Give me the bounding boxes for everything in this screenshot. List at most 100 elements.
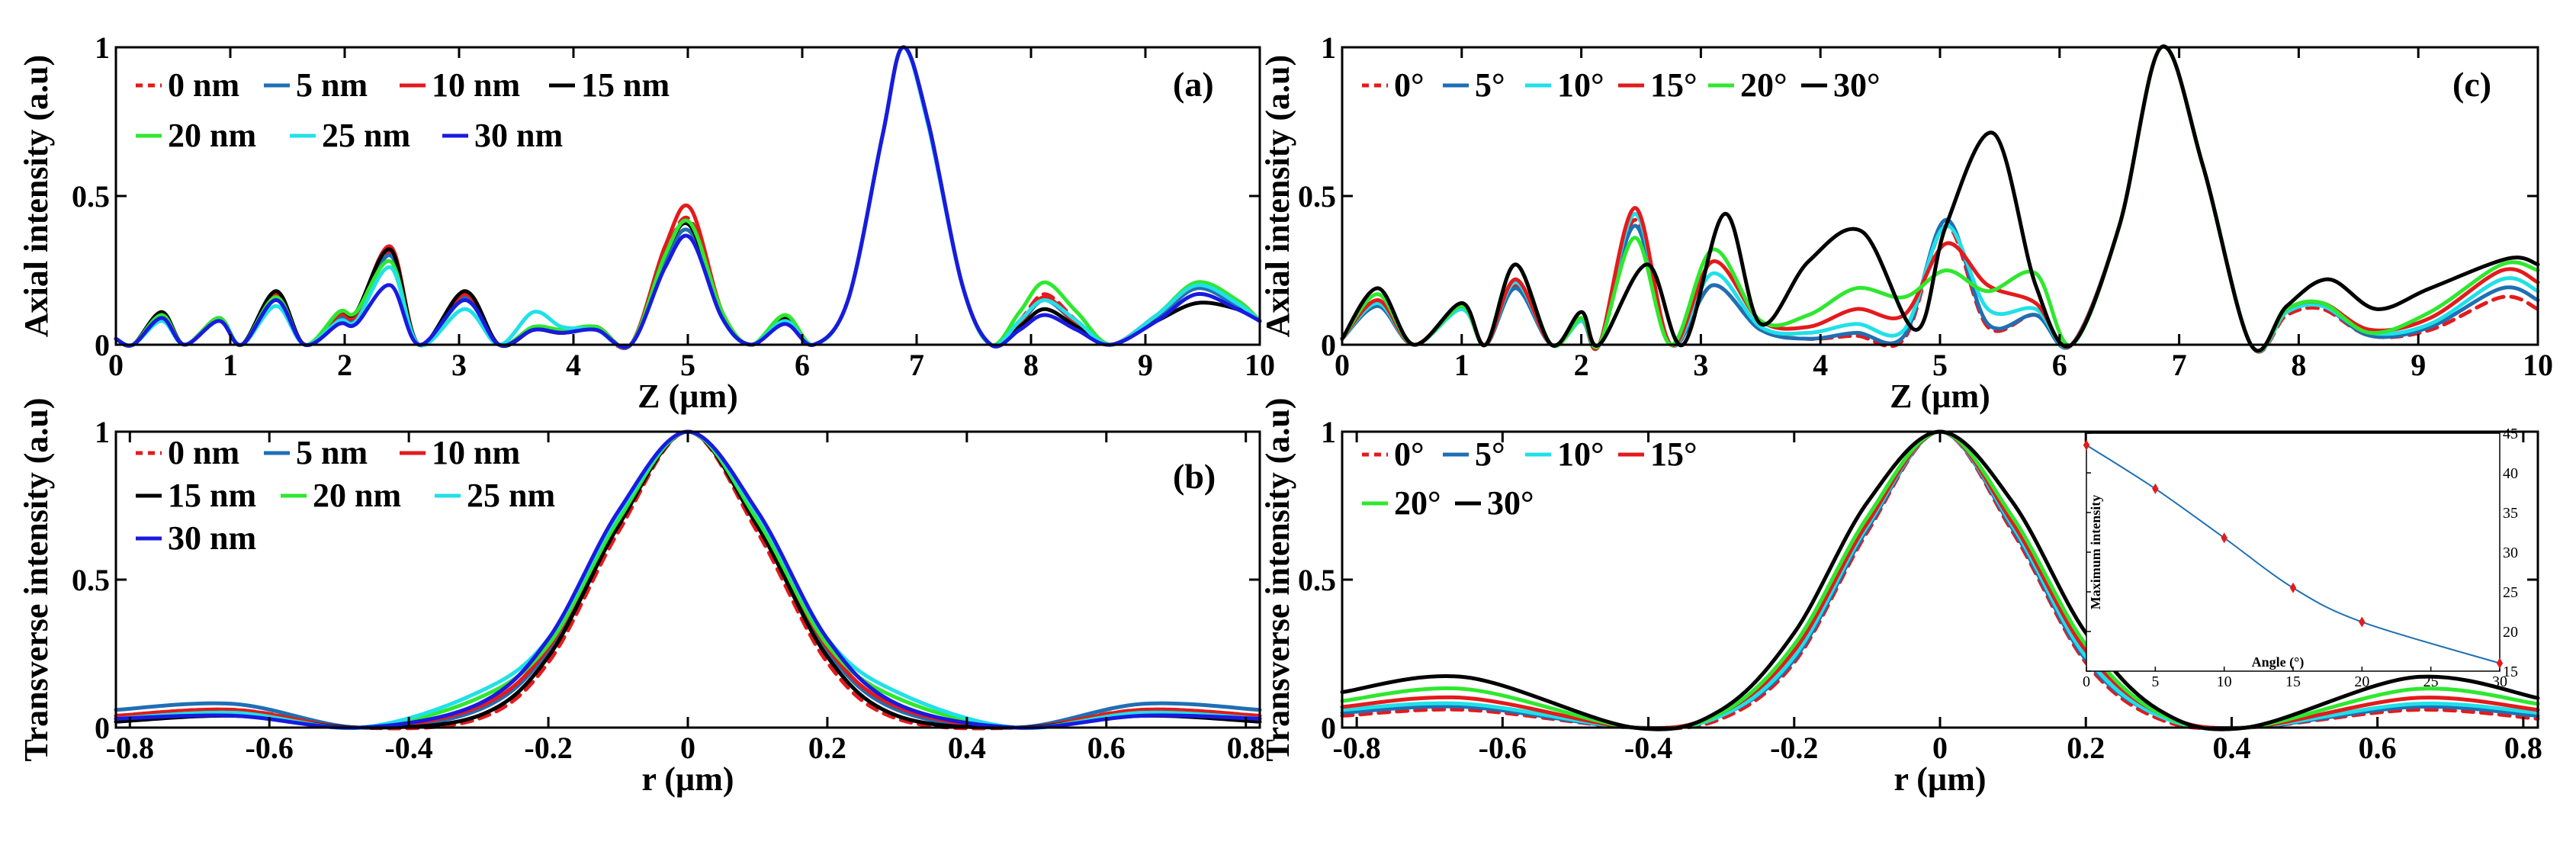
x-tick-label-a-1: 1: [223, 348, 238, 382]
series-line-a-5: [114, 45, 1262, 349]
x-tick-label-a-4: 4: [566, 348, 581, 382]
x-tick-label-d-3: -0.2: [1770, 731, 1818, 765]
x-tick-label-a-0: 0: [108, 348, 124, 382]
y-tick-label-c-2: 1: [1321, 31, 1336, 65]
x-tick-label-d-6: 0.4: [2212, 731, 2250, 765]
inset-marker-0: [2083, 439, 2090, 451]
x-tick-label-b-1: -0.6: [246, 731, 294, 765]
legend-label-d-0: 0°: [1394, 435, 1425, 473]
x-tick-label-c-4: 4: [1813, 348, 1828, 382]
y-tick-label-d-1: 0.5: [1298, 563, 1336, 597]
legend-label-a-4: 20 nm: [168, 117, 256, 154]
series-line-b-5: [114, 429, 1262, 731]
x-tick-label-b-5: 0.2: [808, 731, 846, 765]
legend-label-c-3: 15°: [1650, 66, 1698, 104]
x-tick-label-b-7: 0.6: [1087, 731, 1126, 765]
panel-label-a: (a): [1173, 65, 1214, 104]
legend-a: 0 nm 5 nm 10 nm 15 nm 20 nm 25 nm 30 nm: [136, 66, 670, 154]
legend-label-b-6: 30 nm: [168, 519, 256, 557]
panel-b: -0.8 -0.6 -0.4 -0.2 0 0.2 0.4 0.6 0.8 0 0.5 1 r (µm)…: [18, 397, 1265, 798]
legend-label-c-1: 5°: [1475, 66, 1505, 104]
inset-x-tick-label-4: 20: [2354, 673, 2369, 690]
x-axis-title-d: r (µm): [1893, 760, 1986, 798]
x-tick-label-b-4: 0: [680, 731, 695, 765]
y-tick-label-d-0: 0: [1321, 711, 1336, 745]
x-tick-label-c-1: 1: [1454, 348, 1469, 382]
legend-label-a-5: 25 nm: [322, 117, 410, 154]
x-tick-label-c-10: 10: [2523, 348, 2553, 382]
x-tick-label-b-3: -0.2: [524, 731, 572, 765]
x-tick-label-d-5: 0.2: [2067, 731, 2105, 765]
y-tick-label-c-1: 0.5: [1298, 179, 1336, 214]
x-tick-label-c-6: 6: [2052, 348, 2067, 382]
series-line-c-0: [1340, 44, 2540, 354]
series-line-c-1: [1340, 44, 2540, 353]
x-tick-label-a-9: 9: [1138, 348, 1153, 382]
series-line-a-4: [114, 45, 1262, 350]
legend-label-b-3: 15 nm: [168, 477, 256, 514]
inset-x-tick-label-5: 25: [2423, 673, 2439, 690]
inset-frame: [2086, 432, 2501, 672]
x-tick-label-d-8: 0.8: [2504, 731, 2542, 765]
inset-marker-1: [2152, 483, 2159, 494]
x-tick-label-b-0: -0.8: [106, 731, 154, 765]
legend-label-d-1: 5°: [1475, 435, 1505, 473]
x-tick-label-b-8: 0.8: [1227, 731, 1265, 765]
plot-frame-b: [114, 430, 1261, 729]
series-line-b-2: [114, 429, 1262, 730]
plot-frame-a: [114, 46, 1261, 346]
x-tick-label-a-10: 10: [1245, 348, 1275, 382]
x-axis-title-a: Z (µm): [638, 378, 738, 415]
legend-label-d-5: 30°: [1487, 484, 1534, 522]
inset-marker-3: [2289, 582, 2297, 593]
legend-label-b-2: 10 nm: [432, 434, 520, 471]
y-axis-title-a: Axial intensity (a.u): [18, 55, 55, 337]
panel-label-b: (b): [1173, 457, 1216, 496]
x-tick-label-b-6: 0.4: [948, 731, 986, 765]
legend-d: 0° 5° 10° 15° 20° 30°: [1362, 435, 1698, 522]
inset-y-axis-title: Maximum intensity: [2088, 495, 2103, 610]
legend-label-a-2: 10 nm: [432, 66, 520, 104]
x-tick-label-d-0: -0.8: [1332, 731, 1380, 765]
y-tick-label-b-0: 0: [95, 711, 110, 745]
legend-label-a-3: 15 nm: [581, 66, 670, 104]
legend-label-a-0: 0 nm: [168, 66, 239, 104]
x-tick-label-c-2: 2: [1574, 348, 1589, 382]
panel-c: 0 1 2 3 4 5 6 7 8 9 10 0 0.5 1 Z (µm) Axial intensity (…: [1259, 31, 2553, 415]
legend-label-c-0: 0°: [1394, 66, 1425, 104]
y-tick-label-a-0: 0: [95, 328, 110, 362]
y-tick-label-a-2: 1: [95, 31, 110, 65]
legend-label-a-1: 5 nm: [296, 66, 368, 104]
legend-label-d-2: 10°: [1557, 435, 1604, 473]
x-axis-title-c: Z (µm): [1890, 378, 1990, 415]
legend-label-b-5: 25 nm: [467, 477, 555, 514]
y-axis-title-d: Transverse intensity (a.u): [1259, 397, 1296, 761]
y-tick-label-d-2: 1: [1321, 415, 1336, 449]
inset-x-axis-title: Angle (°): [2252, 654, 2305, 670]
x-tick-label-c-7: 7: [2172, 348, 2187, 382]
series-line-a-3: [114, 45, 1262, 350]
legend-label-a-6: 30 nm: [474, 117, 563, 154]
x-tick-label-c-8: 8: [2291, 348, 2306, 382]
legend-label-d-3: 15°: [1650, 435, 1698, 473]
inset-marker-4: [2359, 616, 2366, 628]
series-line-a-0: [114, 45, 1262, 350]
x-tick-label-a-8: 8: [1023, 348, 1039, 382]
legend-c: 0° 5° 10° 15° 20° 30°: [1362, 66, 1881, 104]
y-tick-label-b-2: 1: [95, 415, 110, 449]
legend-label-c-5: 30°: [1833, 66, 1881, 104]
x-tick-label-d-7: 0.6: [2359, 731, 2397, 765]
legend-label-b-0: 0 nm: [168, 434, 239, 471]
legend-label-d-4: 20°: [1394, 484, 1441, 522]
x-tick-label-b-2: -0.4: [384, 731, 432, 765]
x-tick-label-a-3: 3: [451, 348, 467, 382]
panel-label-c: (c): [2452, 65, 2491, 104]
inset-y-tick-label-1: 20: [2503, 624, 2518, 641]
series-line-a-1: [114, 45, 1262, 350]
x-tick-label-a-7: 7: [909, 348, 924, 382]
inset-y-tick-label-5: 40: [2503, 465, 2518, 482]
series-line-c-4: [1340, 44, 2540, 353]
panel-d: -0.8 -0.6 -0.4 -0.2 0 0.2 0.4 0.6 0.8 0 0.5 1 r (µm)…: [1259, 397, 2542, 798]
inset-y-tick-label-3: 30: [2503, 545, 2518, 561]
